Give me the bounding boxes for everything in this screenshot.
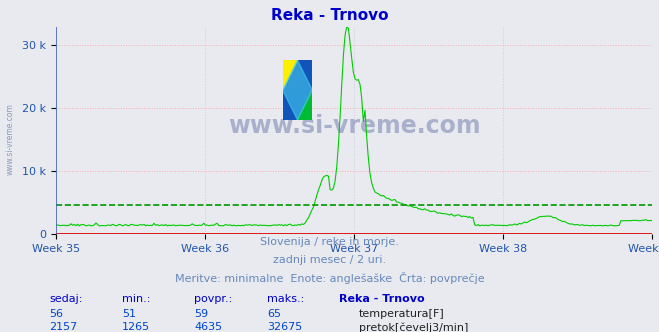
Text: 59: 59 bbox=[194, 309, 208, 319]
Text: 51: 51 bbox=[122, 309, 136, 319]
Text: povpr.:: povpr.: bbox=[194, 294, 233, 304]
Text: 56: 56 bbox=[49, 309, 63, 319]
Polygon shape bbox=[297, 90, 312, 120]
Text: Slovenija / reke in morje.: Slovenija / reke in morje. bbox=[260, 237, 399, 247]
Polygon shape bbox=[283, 60, 312, 120]
Text: 65: 65 bbox=[267, 309, 281, 319]
Text: www.si-vreme.com: www.si-vreme.com bbox=[5, 104, 14, 175]
Text: www.si-vreme.com: www.si-vreme.com bbox=[228, 114, 480, 138]
Text: min.:: min.: bbox=[122, 294, 150, 304]
Text: zadnji mesec / 2 uri.: zadnji mesec / 2 uri. bbox=[273, 255, 386, 265]
Text: temperatura[F]: temperatura[F] bbox=[359, 309, 445, 319]
Text: pretok[čevelj3/min]: pretok[čevelj3/min] bbox=[359, 322, 469, 332]
Text: 1265: 1265 bbox=[122, 322, 150, 332]
Text: 2157: 2157 bbox=[49, 322, 78, 332]
Text: 32675: 32675 bbox=[267, 322, 302, 332]
Text: Reka - Trnovo: Reka - Trnovo bbox=[339, 294, 425, 304]
Text: 4635: 4635 bbox=[194, 322, 223, 332]
Polygon shape bbox=[283, 60, 297, 90]
Text: maks.:: maks.: bbox=[267, 294, 304, 304]
Text: Reka - Trnovo: Reka - Trnovo bbox=[271, 8, 388, 23]
Text: Meritve: minimalne  Enote: anglešaške  Črta: povprečje: Meritve: minimalne Enote: anglešaške Črt… bbox=[175, 272, 484, 284]
Text: sedaj:: sedaj: bbox=[49, 294, 83, 304]
